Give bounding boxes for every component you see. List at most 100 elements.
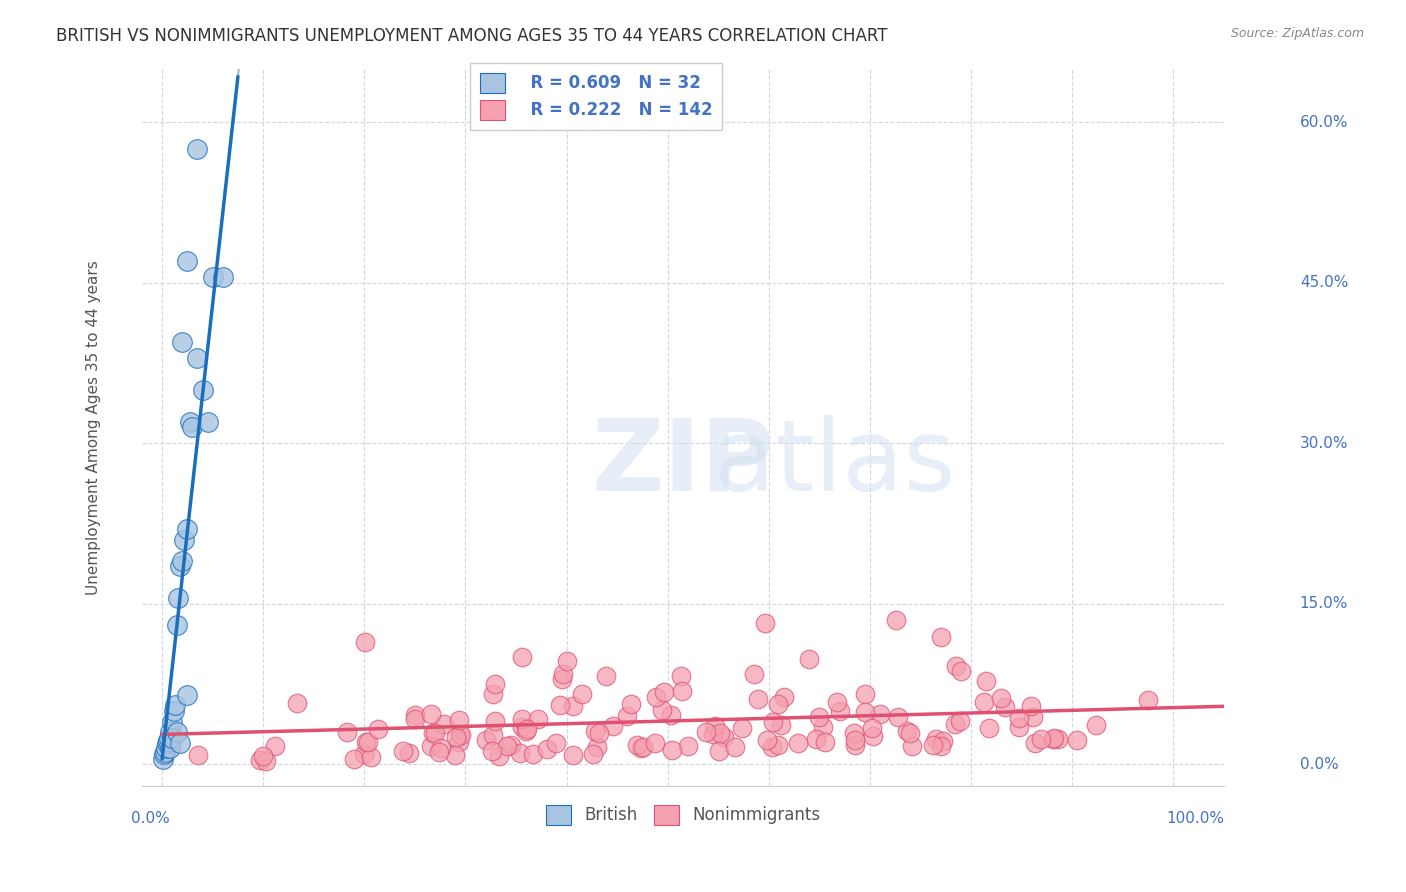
Point [336,724,359,739]
Point [263,739,285,754]
Point [814,734,837,748]
Point [482,687,505,701]
Text: 45.0%: 45.0% [1299,275,1348,290]
Point [510,712,533,726]
Point [404,707,426,722]
Point [186,142,208,156]
Text: atlas: atlas [714,415,955,511]
Point [157,734,180,748]
Point [173,533,195,547]
Point [1066,733,1088,747]
Point [551,667,574,681]
Point [172,334,194,349]
Point [482,728,505,742]
Point [654,685,676,699]
Point [398,746,420,760]
Point [806,732,828,747]
Point [860,721,883,735]
Point [922,738,945,752]
Point [770,718,793,732]
Point [754,616,776,631]
Point [855,687,877,701]
Point [153,745,176,759]
Point [994,700,1017,714]
Point [562,747,585,762]
Point [343,752,366,766]
Point [671,683,693,698]
Point [703,719,725,733]
Point [974,673,997,688]
Point [571,688,593,702]
Point [787,736,810,750]
Point [602,719,624,733]
Point [419,739,441,754]
Point [707,744,730,758]
Point [420,706,443,721]
Point [252,749,274,764]
Point [709,725,731,739]
Point [551,672,574,686]
Point [449,727,471,741]
Point [929,739,952,753]
Point [153,747,176,761]
Point [481,744,503,758]
Point [1024,736,1046,750]
Point [450,727,472,741]
Point [844,733,866,747]
Point [825,695,848,709]
Point [924,732,946,747]
Text: ZIP: ZIP [592,415,775,511]
Point [522,747,544,762]
Point [644,736,666,750]
Point [484,676,506,690]
Point [430,741,453,756]
Point [495,739,517,754]
Point [509,747,531,761]
Point [887,710,910,724]
Point [768,698,790,712]
Point [620,697,643,711]
Point [548,698,571,712]
Point [152,752,174,766]
Point [156,736,179,750]
Point [561,698,583,713]
Point [157,731,180,745]
Point [1084,718,1107,732]
Point [527,712,550,726]
Point [544,736,567,750]
Point [813,720,835,734]
Point [950,664,973,678]
Point [644,690,666,705]
Point [449,735,471,749]
Point [724,740,747,755]
Point [254,754,277,768]
Point [510,720,533,734]
Point [187,748,209,763]
Point [585,739,607,754]
Text: 60.0%: 60.0% [1299,114,1348,129]
Text: Unemployment Among Ages 35 to 44 years: Unemployment Among Ages 35 to 44 years [86,260,101,595]
Point [616,708,638,723]
Point [869,706,891,721]
Point [169,559,191,574]
Point [422,726,444,740]
Point [1008,720,1031,734]
Point [595,669,617,683]
Point [515,723,537,738]
Text: 30.0%: 30.0% [1299,435,1348,450]
Point [443,748,465,763]
Point [360,750,382,764]
Point [353,747,375,762]
Text: 15.0%: 15.0% [1299,596,1348,611]
Point [659,707,682,722]
Point [676,739,699,754]
Point [661,743,683,757]
Point [176,522,198,536]
Point [165,698,187,713]
Point [181,420,204,434]
Point [755,733,778,747]
Point [172,554,194,568]
Point [747,692,769,706]
Point [201,270,224,285]
Point [949,714,972,729]
